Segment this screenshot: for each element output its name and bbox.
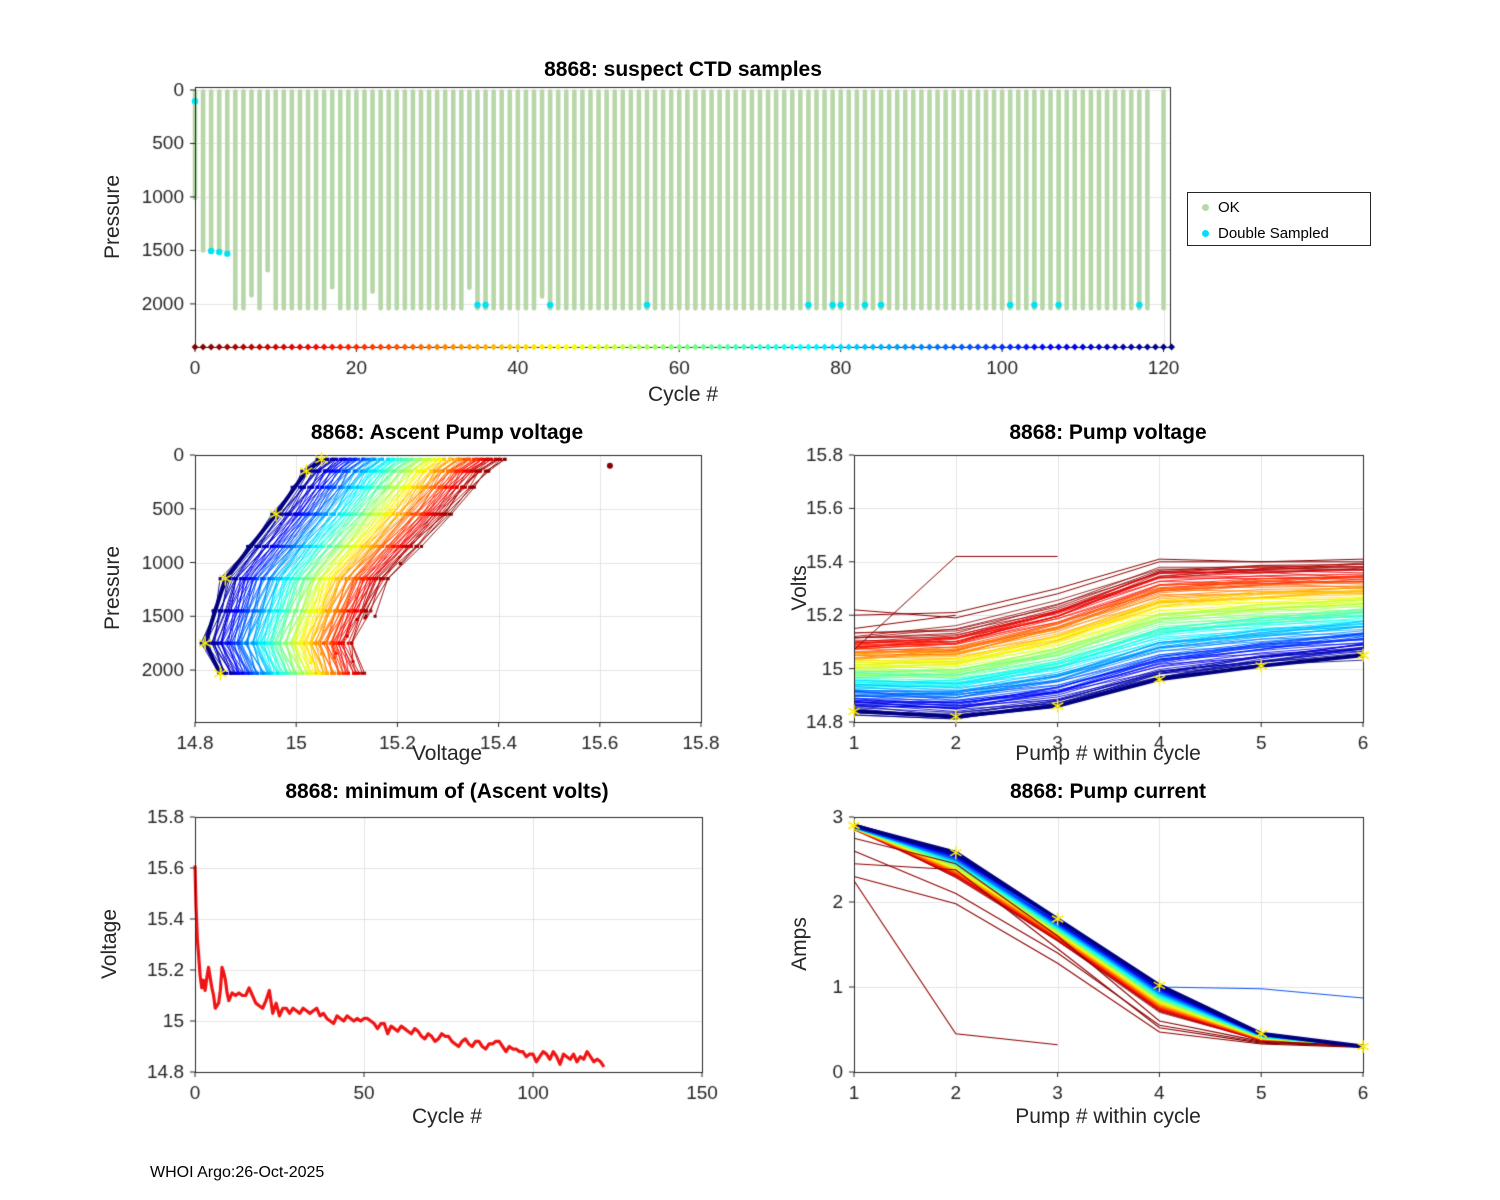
- pump-current-ylabel: Amps: [788, 917, 811, 971]
- min-volts-title: 8868: minimum of (Ascent volts): [285, 780, 609, 803]
- pump-voltage-xlabel: Pump # within cycle: [1015, 742, 1201, 765]
- min-volts-ylabel: Voltage: [98, 908, 121, 980]
- pump-current-xlabel: Pump # within cycle: [1015, 1105, 1201, 1128]
- ok-marker-icon: [1202, 203, 1209, 211]
- pump-voltage-ylabel: Volts: [788, 565, 811, 611]
- ctd-ylabel: Pressure: [101, 174, 124, 260]
- ctd-legend: OK Double Sampled: [1187, 192, 1371, 246]
- legend-row-double-sampled: Double Sampled: [1188, 221, 1370, 245]
- ascent-voltage-ylabel: Pressure: [101, 545, 124, 631]
- ascent-voltage-xlabel: Voltage: [411, 742, 483, 765]
- min-volts-xlabel: Cycle #: [411, 1105, 483, 1128]
- ascent-voltage-title: 8868: Ascent Pump voltage: [310, 421, 584, 444]
- legend-ok-label: OK: [1218, 198, 1240, 216]
- legend-row-ok: OK: [1188, 195, 1370, 219]
- pump-current-title: 8868: Pump current: [1009, 780, 1207, 803]
- double-sampled-marker-icon: [1202, 229, 1209, 237]
- legend-double-sampled-label: Double Sampled: [1218, 224, 1329, 242]
- pump-voltage-title: 8868: Pump voltage: [1009, 421, 1207, 444]
- figure-footer: WHOI Argo:26-Oct-2025: [150, 1164, 325, 1181]
- ctd-xlabel: Cycle #: [647, 383, 719, 406]
- ctd-plot-title: 8868: suspect CTD samples: [544, 58, 822, 81]
